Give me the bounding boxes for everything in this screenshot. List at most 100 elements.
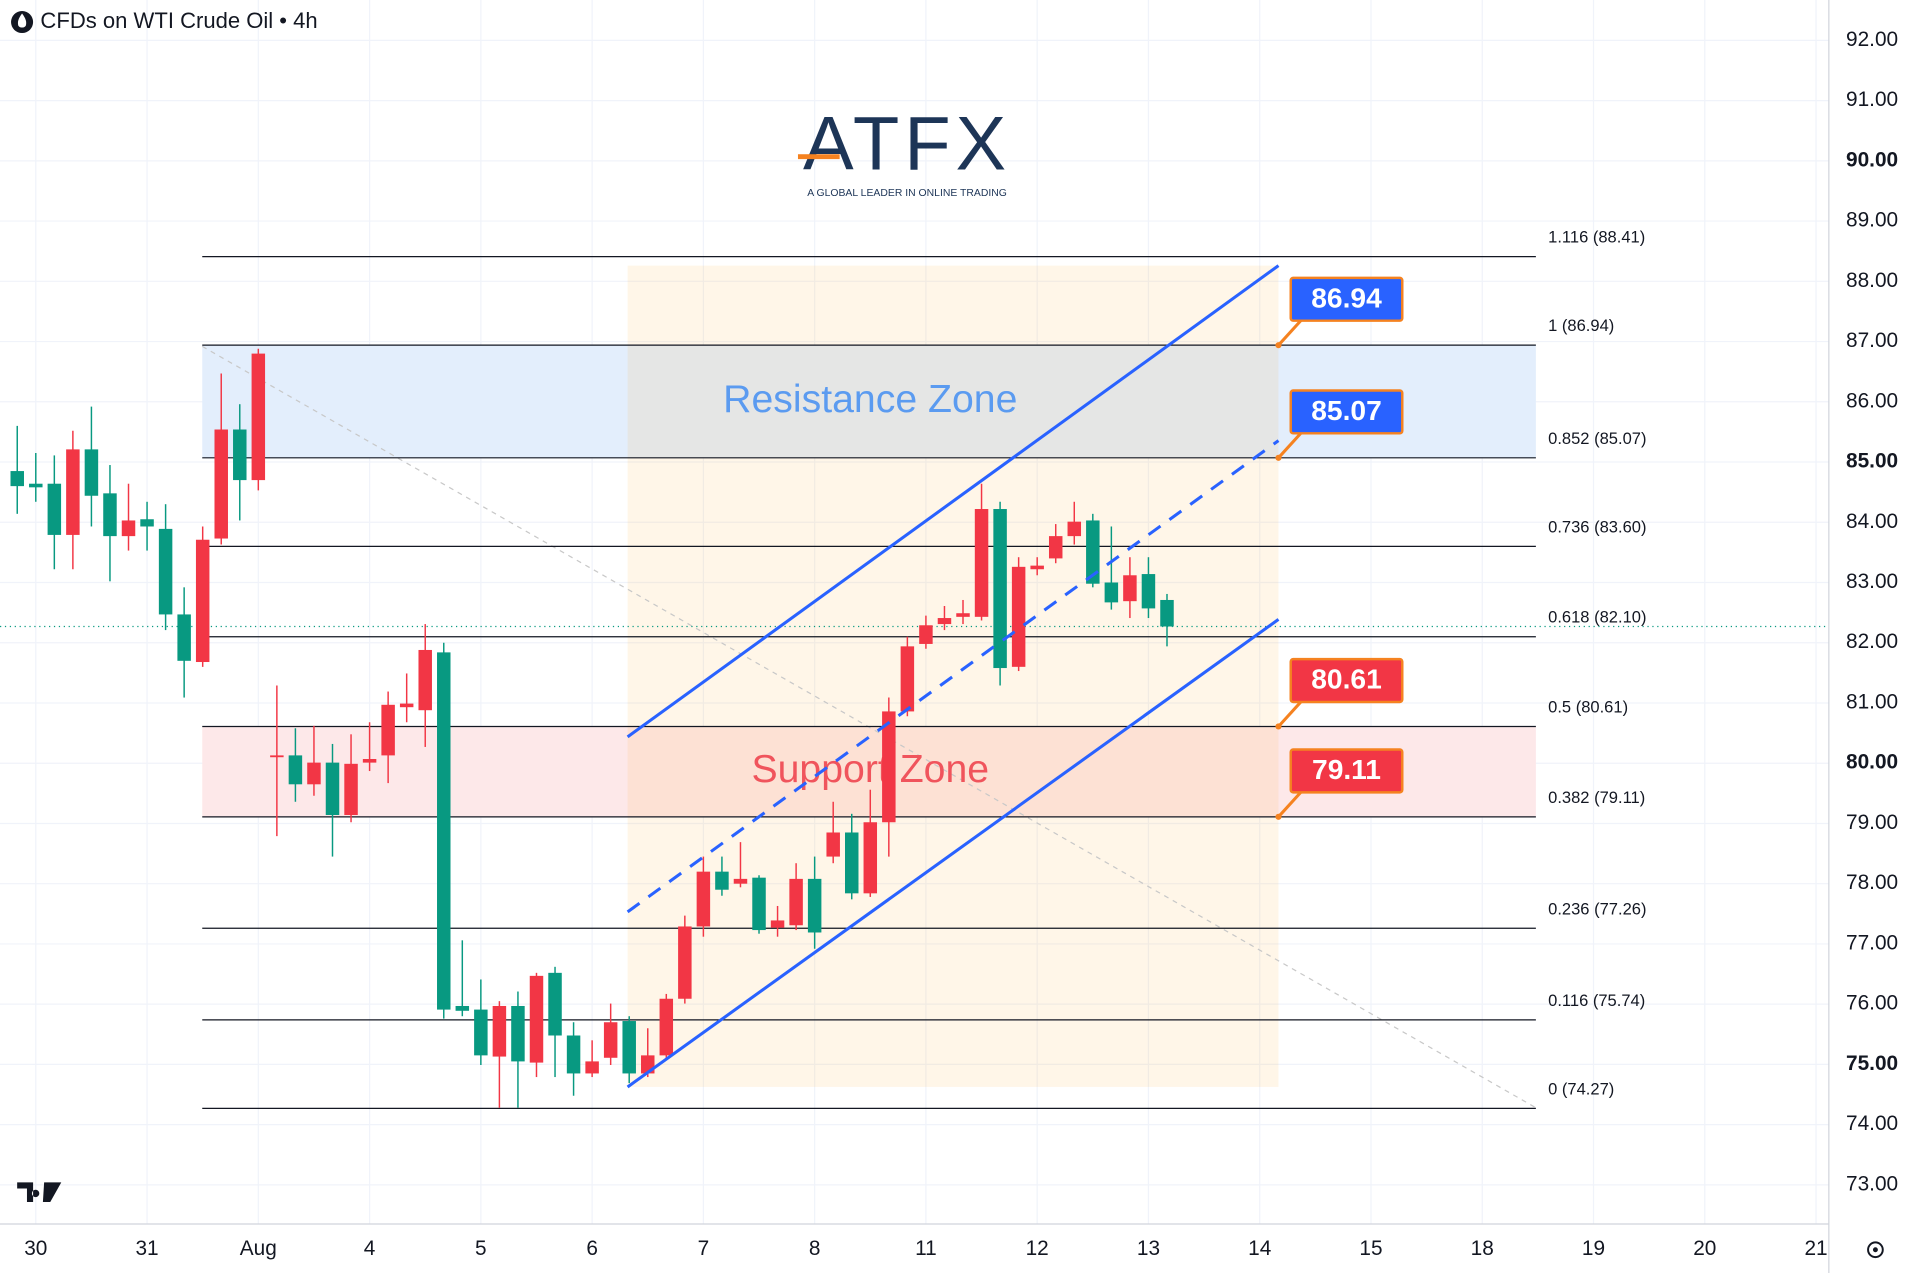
y-tick-label: 73.00	[1846, 1172, 1898, 1195]
x-tick-label: 8	[809, 1237, 821, 1260]
callout-anchor	[1275, 723, 1282, 730]
chart-title: CFDs on WTI Crude Oil • 4h	[40, 8, 317, 33]
candle-body	[492, 1005, 507, 1057]
candle-body	[1030, 565, 1044, 570]
candle-body	[47, 483, 62, 535]
fib-label: 0.852 (85.07)	[1548, 429, 1646, 448]
candle-body	[418, 649, 432, 711]
y-tick-label: 85.00	[1846, 450, 1898, 473]
candle-body	[1141, 574, 1156, 609]
candle-body	[863, 822, 878, 894]
candle-body	[233, 429, 247, 481]
candle-body	[362, 759, 377, 763]
x-tick-label: 4	[364, 1237, 376, 1260]
fib-label: 0.5 (80.61)	[1548, 697, 1628, 716]
fib-label: 0.736 (83.60)	[1548, 517, 1646, 536]
x-tick-label: 13	[1137, 1237, 1160, 1260]
callout-label: 85.07	[1311, 394, 1382, 426]
channel-upper	[626, 264, 1280, 739]
fib-label: 0.116 (75.74)	[1548, 991, 1645, 1010]
logo-tagline: A GLOBAL LEADER IN ONLINE TRADING	[807, 188, 1007, 199]
fib-label: 1 (86.94)	[1548, 316, 1614, 335]
callout-box	[1289, 657, 1404, 704]
drop-icon	[17, 13, 27, 28]
candle-body	[919, 625, 933, 644]
candle-body	[399, 703, 414, 708]
callout-anchor	[1275, 454, 1282, 461]
callout-label: 79.11	[1312, 753, 1381, 785]
candle-body	[659, 998, 674, 1056]
candle-body	[937, 618, 952, 625]
callout-pointer	[1277, 317, 1305, 347]
callout-box	[1289, 276, 1404, 322]
candle-body	[1160, 599, 1174, 627]
x-tick-label: 31	[135, 1237, 158, 1260]
fib-label: 0.382 (79.11)	[1548, 788, 1645, 807]
candle-body	[789, 878, 803, 926]
y-tick-label: 84.00	[1846, 510, 1898, 533]
candle-body	[288, 755, 303, 785]
y-tick-label: 80.00	[1846, 751, 1898, 774]
x-tick-label: Aug	[240, 1237, 277, 1260]
y-tick-label: 92.00	[1846, 28, 1898, 51]
candle-body	[29, 483, 43, 488]
callout-box	[1289, 748, 1404, 794]
candle-body	[956, 613, 970, 617]
y-tick-label: 81.00	[1846, 690, 1898, 713]
x-tick-label: 20	[1693, 1237, 1716, 1260]
x-tick-label: 19	[1582, 1237, 1605, 1260]
candle-body	[10, 471, 24, 487]
candle-body	[770, 920, 785, 928]
y-tick-label: 74.00	[1846, 1112, 1898, 1135]
candle-body	[826, 832, 840, 857]
y-tick-label: 79.00	[1846, 811, 1898, 834]
settings-icon	[1867, 1241, 1884, 1259]
candle-body	[678, 926, 692, 999]
channel-mid	[626, 439, 1280, 914]
candle-body	[585, 1061, 599, 1074]
zone-label: Support Zone	[751, 748, 989, 791]
y-tick-label: 78.00	[1846, 871, 1898, 894]
y-tick-label: 82.00	[1846, 630, 1898, 653]
candle-body	[437, 652, 451, 1010]
candle-body	[529, 975, 544, 1063]
tradingview-logo	[17, 1182, 62, 1203]
x-tick-label: 15	[1359, 1237, 1382, 1260]
candle-body	[474, 1009, 488, 1056]
fib-label: 0 (74.27)	[1548, 1079, 1614, 1098]
candle-body	[214, 429, 228, 539]
x-tick-label: 6	[586, 1237, 598, 1260]
candle-body	[344, 763, 358, 816]
x-tick-label: 18	[1471, 1237, 1494, 1260]
candle-body	[900, 646, 915, 712]
candle-body	[882, 711, 896, 823]
candle-body	[844, 832, 859, 894]
callout-pointer	[1277, 698, 1305, 728]
callout-box	[1289, 389, 1404, 435]
callout-pointer	[1277, 788, 1305, 818]
candle-body	[733, 878, 748, 884]
y-tick-label: 91.00	[1846, 88, 1898, 111]
x-tick-label: 7	[698, 1237, 710, 1260]
zone-label: Resistance Zone	[723, 378, 1017, 421]
candle-body	[307, 762, 321, 785]
channel-shade	[627, 265, 1279, 1087]
candle-body	[195, 539, 210, 663]
fib-label: 0.618 (82.10)	[1548, 608, 1646, 627]
candle-body	[752, 877, 766, 931]
candle-body	[158, 528, 173, 615]
candle-body	[325, 762, 340, 816]
candle-body	[1086, 520, 1100, 584]
y-tick-label: 76.00	[1846, 992, 1898, 1015]
candle-body	[103, 493, 117, 537]
x-tick-label: 30	[24, 1237, 47, 1260]
y-tick-label: 77.00	[1846, 931, 1898, 954]
candle-body	[1104, 582, 1119, 603]
candle-body	[1067, 521, 1082, 537]
y-tick-label: 87.00	[1846, 329, 1898, 352]
callout-anchor	[1275, 813, 1282, 820]
callout-pointer	[1277, 429, 1305, 459]
candle-body	[1011, 566, 1026, 667]
candle-body	[511, 1005, 525, 1062]
